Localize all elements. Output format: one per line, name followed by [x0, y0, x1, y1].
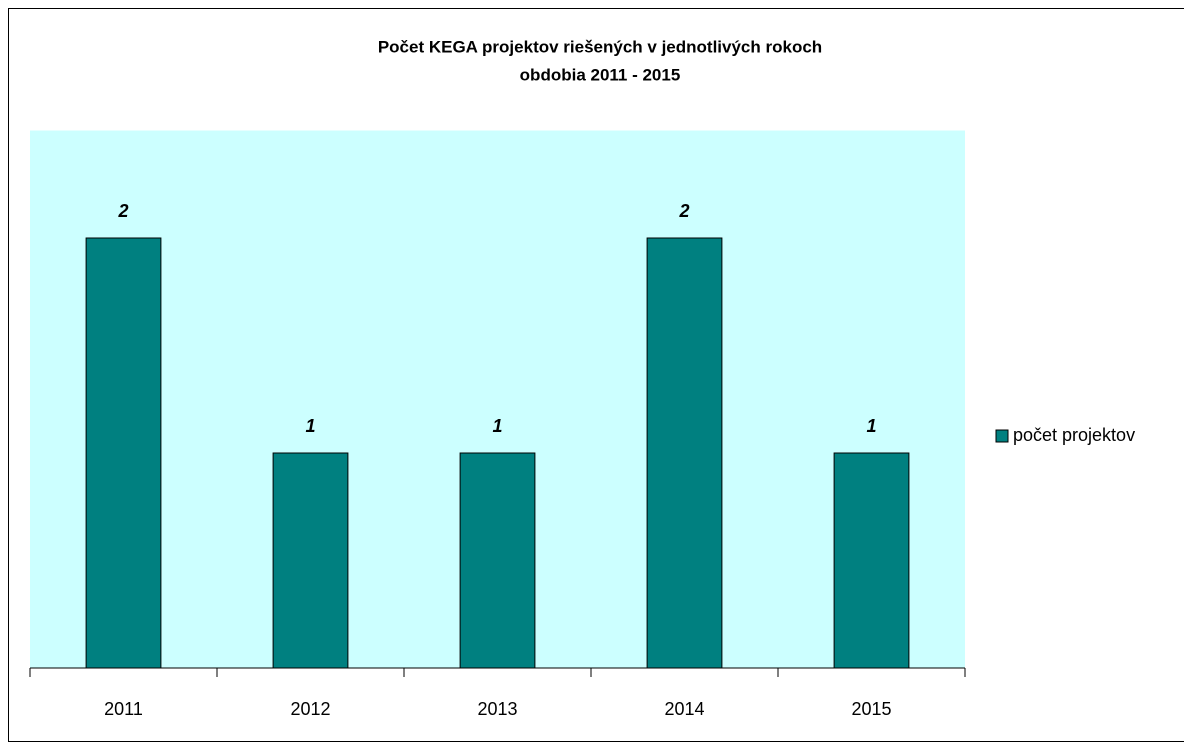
chart-title: Počet KEGA projektov riešených v jednotl…	[378, 37, 822, 56]
x-tick-label: 2012	[290, 699, 330, 719]
data-label: 2	[117, 201, 128, 221]
bar	[459, 452, 536, 669]
bar	[646, 237, 723, 669]
data-label: 2	[678, 201, 689, 221]
legend-swatch	[995, 429, 1009, 443]
x-tick-label: 2011	[104, 699, 143, 719]
bar	[833, 452, 910, 669]
bar	[272, 452, 349, 669]
x-tick-label: 2014	[664, 699, 704, 719]
x-tick-label: 2013	[477, 699, 517, 719]
x-tick-label: 2015	[851, 699, 891, 719]
bar	[85, 237, 162, 669]
chart-title: obdobia 2011 - 2015	[520, 65, 681, 84]
data-label: 1	[492, 416, 502, 436]
legend-label: počet projektov	[1013, 425, 1135, 445]
data-label: 1	[305, 416, 315, 436]
data-label: 1	[866, 416, 876, 436]
